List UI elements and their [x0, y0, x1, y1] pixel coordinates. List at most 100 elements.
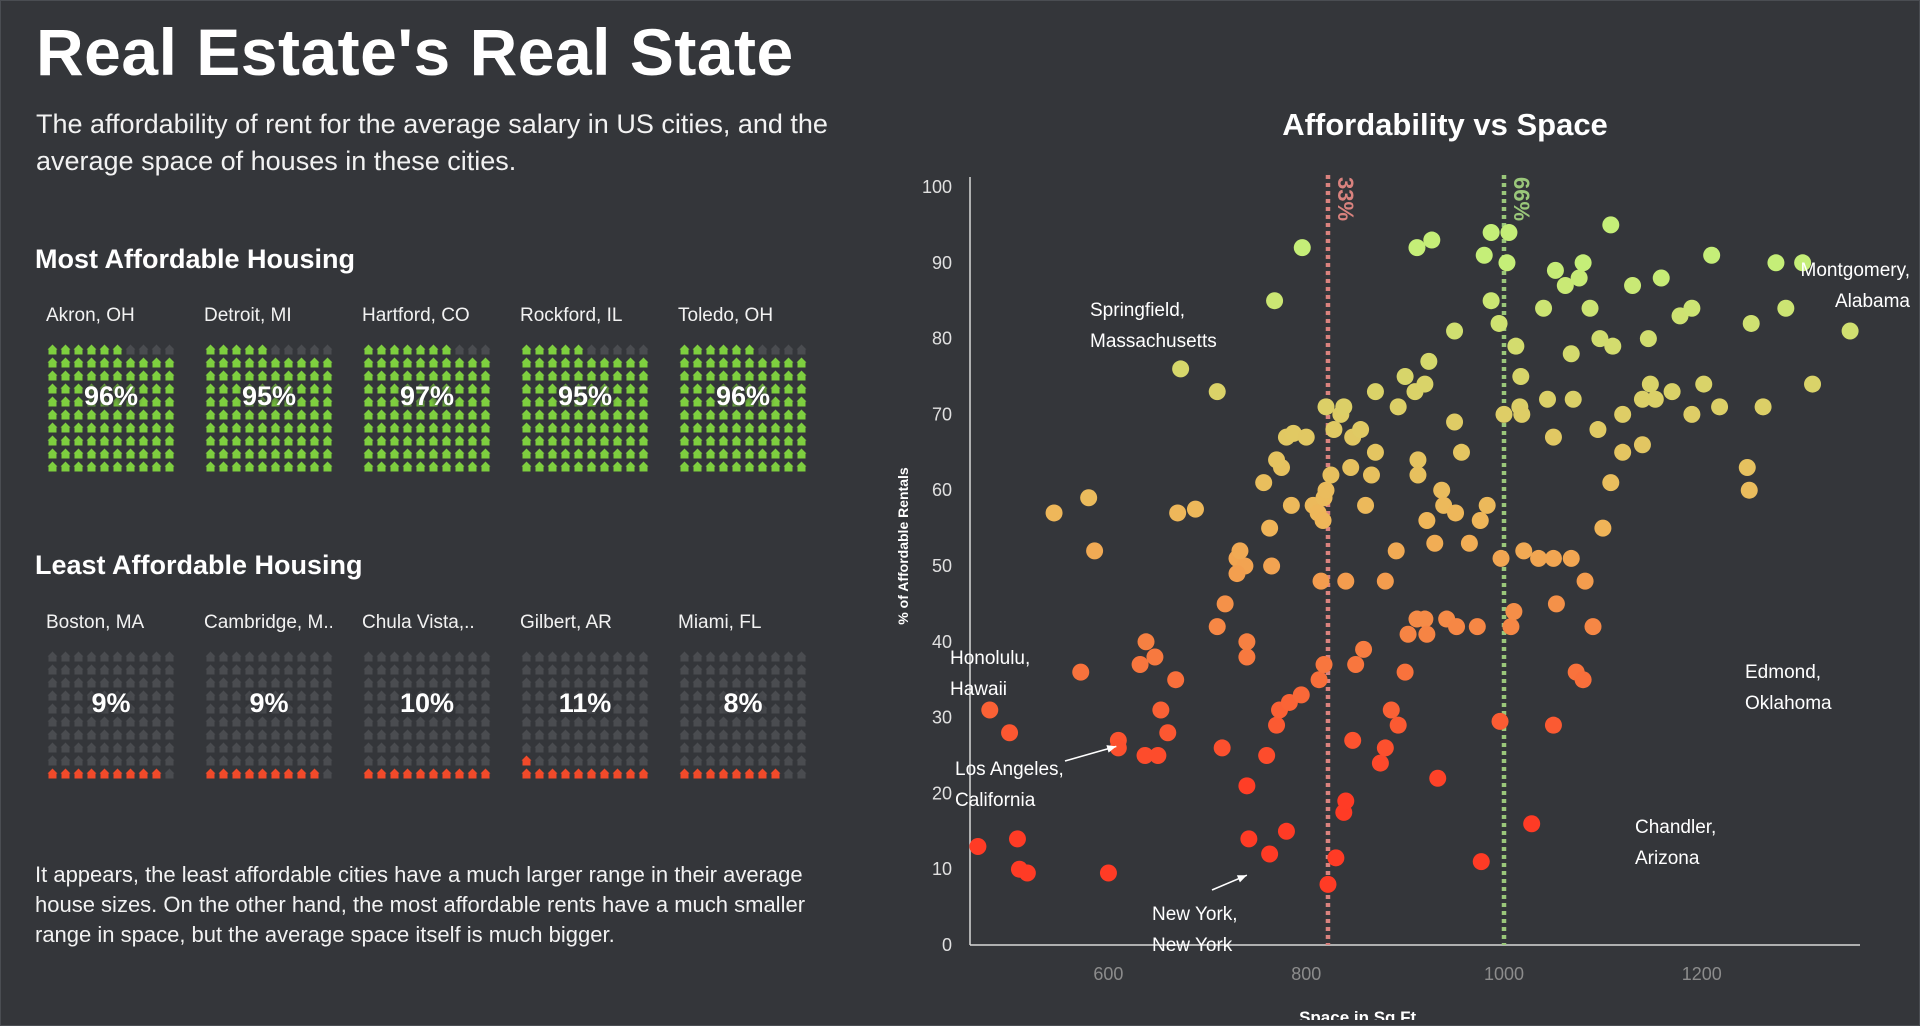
house-icon [309, 768, 320, 779]
data-point [1505, 602, 1523, 620]
house-icon [99, 755, 110, 766]
house-icon [389, 422, 400, 433]
city-card: Gilbert, AR 11% [509, 612, 651, 802]
house-icon [454, 435, 465, 446]
house-icon [73, 370, 84, 381]
house-icon [586, 383, 597, 394]
house-icon [244, 690, 255, 701]
data-point [1282, 496, 1300, 514]
house-icon-grid [679, 344, 807, 472]
house-icon [389, 755, 400, 766]
house-icon [705, 742, 716, 753]
house-icon [86, 768, 97, 779]
house-icon-grid [47, 651, 175, 779]
house-icon [560, 383, 571, 394]
data-point [1001, 724, 1019, 742]
house-icon [428, 690, 439, 701]
house-icon [705, 422, 716, 433]
house-icon [402, 383, 413, 394]
house-icon [125, 716, 136, 727]
house-icon [86, 435, 97, 446]
house-icon [309, 703, 320, 714]
house-icon [376, 461, 387, 472]
house-icon [770, 396, 781, 407]
house-icon [599, 651, 610, 662]
house-icon [86, 370, 97, 381]
y-tick-label: 90 [932, 253, 952, 273]
house-icon [467, 677, 478, 688]
house-icon [138, 461, 149, 472]
house-icon [60, 435, 71, 446]
house-icon [86, 357, 97, 368]
house-icon [770, 716, 781, 727]
house-icon [60, 716, 71, 727]
house-icon [547, 729, 558, 740]
house-icon [783, 383, 794, 394]
city-card: Hartford, CO 97% [351, 305, 493, 495]
house-icon [547, 664, 558, 675]
house-icon [138, 357, 149, 368]
house-icon [322, 435, 333, 446]
house-icon [560, 729, 571, 740]
house-icon [625, 461, 636, 472]
house-icon [679, 768, 690, 779]
house-icon [783, 422, 794, 433]
house-icon [296, 768, 307, 779]
house-icon [454, 703, 465, 714]
house-icon [73, 755, 84, 766]
house-icon [573, 422, 584, 433]
house-icon [770, 690, 781, 701]
house-icon [638, 742, 649, 753]
house-icon [638, 461, 649, 472]
data-point [1507, 337, 1525, 355]
house-icon [244, 461, 255, 472]
house-icon [60, 651, 71, 662]
house-icon [402, 396, 413, 407]
house-icon [547, 690, 558, 701]
house-icon [692, 677, 703, 688]
house-icon [560, 677, 571, 688]
data-point [1213, 739, 1231, 757]
house-icon [757, 703, 768, 714]
data-point [1376, 572, 1394, 590]
house-icon [705, 651, 716, 662]
house-icon [164, 435, 175, 446]
house-icon [218, 409, 229, 420]
house-icon [718, 755, 729, 766]
house-icon [612, 370, 623, 381]
data-point [1448, 618, 1466, 636]
x-tick-label: 1000 [1484, 964, 1524, 984]
house-icon [744, 755, 755, 766]
house-icon [718, 409, 729, 420]
house-icon [363, 435, 374, 446]
house-icon [151, 677, 162, 688]
house-icon [283, 742, 294, 753]
house-icon [480, 703, 491, 714]
house-icon [125, 729, 136, 740]
house-icon [125, 344, 136, 355]
house-icon [441, 703, 452, 714]
house-icon [757, 729, 768, 740]
house-icon [705, 344, 716, 355]
house-icon [534, 703, 545, 714]
data-point [1261, 845, 1279, 863]
y-tick-label: 30 [932, 708, 952, 728]
data-point [1539, 390, 1557, 408]
house-icon [521, 703, 532, 714]
house-icon [521, 370, 532, 381]
house-icon [112, 409, 123, 420]
house-icon [547, 716, 558, 727]
data-point [1317, 398, 1335, 416]
data-point [1556, 277, 1574, 295]
house-icon [731, 435, 742, 446]
house-icon [534, 716, 545, 727]
house-icon [454, 383, 465, 394]
house-icon [73, 729, 84, 740]
house-icon [60, 664, 71, 675]
house-icon [770, 742, 781, 753]
data-point [1683, 405, 1701, 423]
house-icon [376, 448, 387, 459]
house-icon [60, 742, 71, 753]
data-point [1500, 223, 1518, 241]
house-icon [796, 768, 807, 779]
